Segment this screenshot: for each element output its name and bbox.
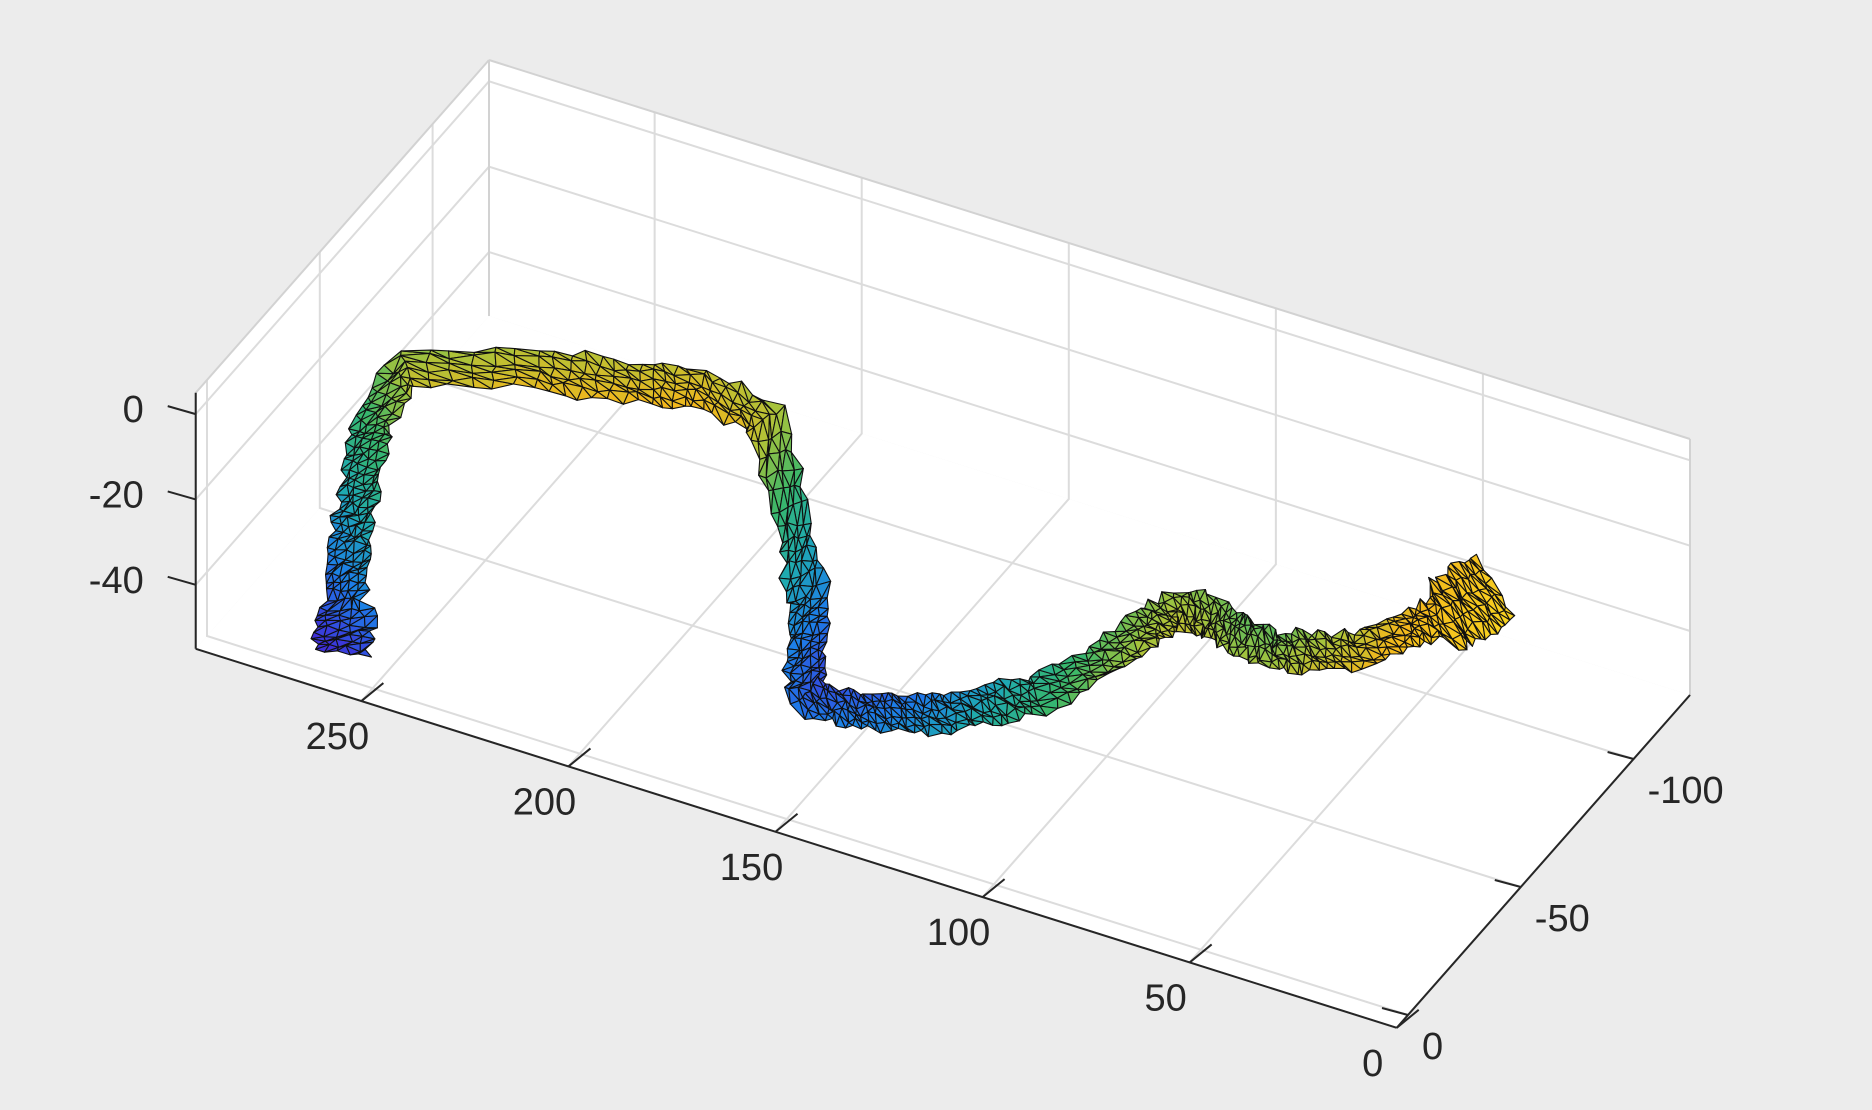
z-tick-label: -20 [89, 474, 144, 516]
x-tick-label: 100 [927, 912, 990, 954]
x-tick [981, 878, 1006, 898]
x-tick-label: 0 [1362, 1043, 1383, 1085]
z-tick [167, 575, 196, 586]
x-gridline [567, 177, 863, 768]
y-tick-label: -50 [1535, 898, 1590, 940]
axis-line [1395, 694, 1691, 1029]
x-tick [567, 747, 592, 768]
y-tick [1607, 751, 1634, 760]
surface-mesh [310, 346, 1516, 738]
y-tick [1381, 1007, 1409, 1016]
x-tick [1396, 1009, 1420, 1029]
z-tick-label: -40 [89, 560, 144, 602]
mesh-face [1479, 569, 1493, 579]
tick-marks [167, 405, 1634, 1029]
axes-floor [195, 316, 1691, 1028]
z-tick [167, 490, 196, 501]
x-tick-label: 50 [1145, 977, 1187, 1019]
y-tick [1494, 879, 1522, 888]
axis-line [195, 647, 1398, 1029]
axis-lines [194, 59, 1691, 1029]
x-tick-label: 150 [720, 847, 783, 889]
x-gridline [981, 308, 1277, 898]
y-gridline [206, 380, 1409, 1016]
x-tick-label: 200 [513, 781, 576, 823]
tick-labels: 0 50 100 150 200 250 0 -50 -100 0 -20 -40 [89, 389, 1724, 1085]
mesh-face [1469, 553, 1485, 572]
z-tick-label: 0 [123, 389, 144, 431]
box-edge [194, 59, 490, 394]
y-tick-label: 0 [1422, 1026, 1443, 1068]
x-tick [774, 812, 799, 833]
x-tick [360, 682, 385, 702]
z-tick [167, 405, 196, 416]
x-tick [1189, 943, 1213, 964]
y-tick-label: -100 [1648, 770, 1724, 812]
x-tick-label: 250 [306, 716, 369, 758]
mesh-face [1493, 593, 1507, 608]
box-edge [488, 59, 1691, 440]
mesh-face [1503, 606, 1516, 617]
mesh-face [1485, 577, 1503, 597]
y-gridline [318, 252, 1522, 888]
